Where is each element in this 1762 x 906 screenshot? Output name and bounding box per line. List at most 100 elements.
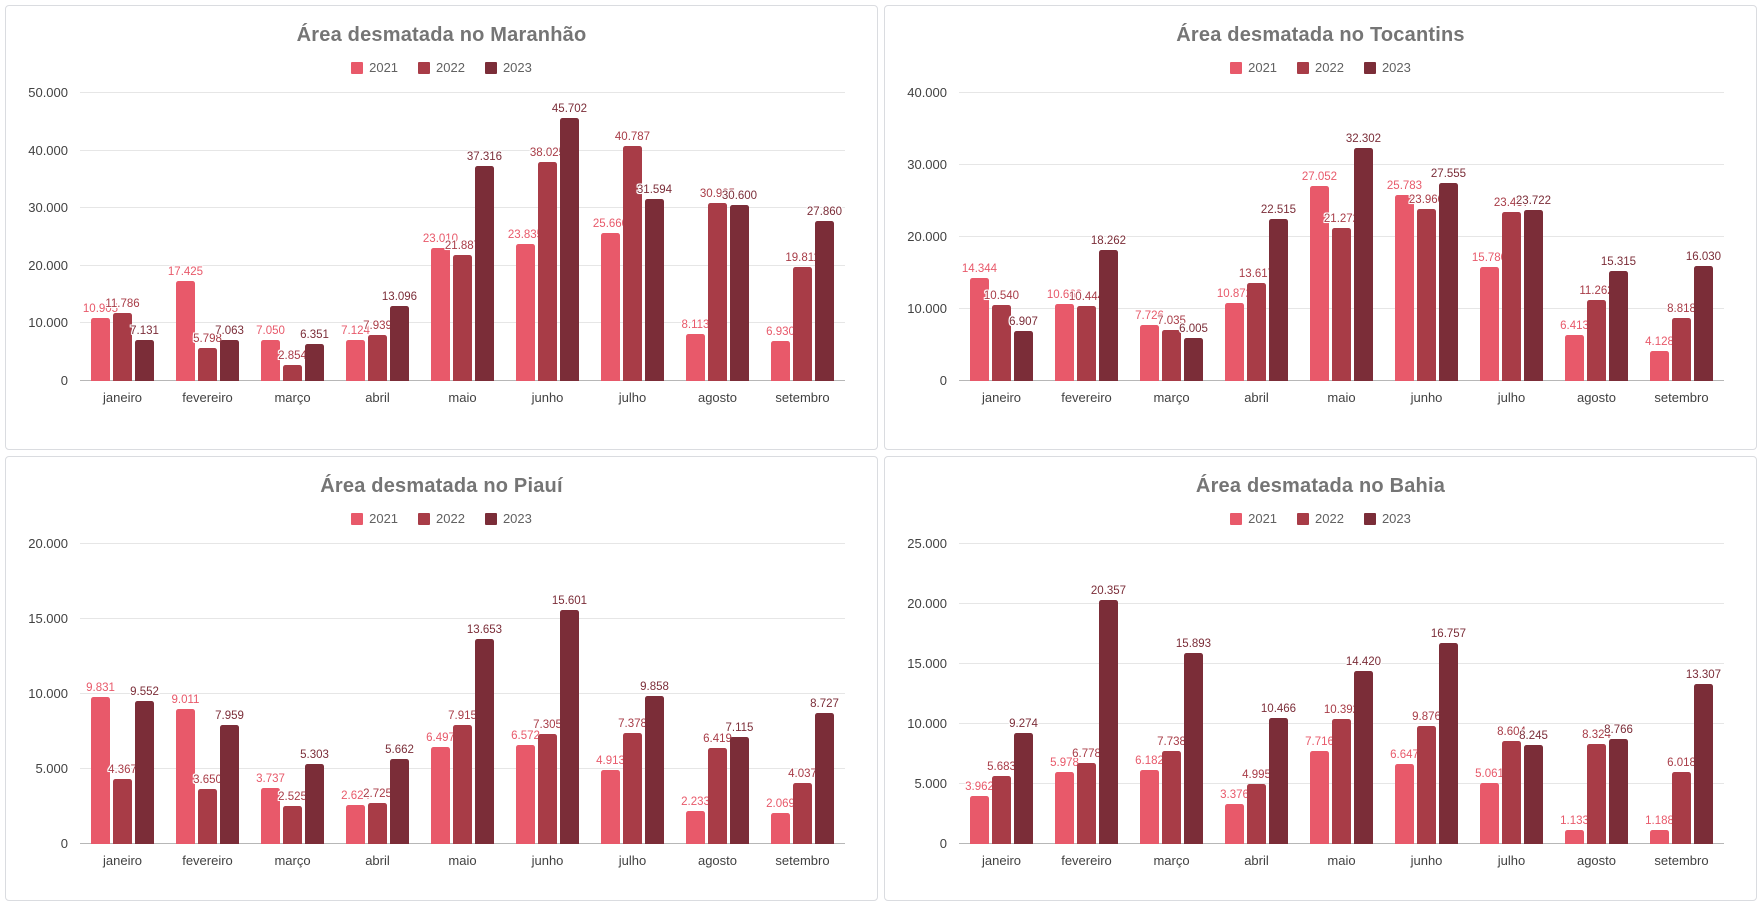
x-axis-labels: janeiro fevereiro março abril maio junho julho… bbox=[80, 853, 845, 868]
bar-label-2023-maio: 14.420 bbox=[1345, 655, 1382, 668]
gridline bbox=[959, 164, 1724, 165]
chart-panel-maranhao: Área desmatada no Maranhão 2021 2022 2023 … bbox=[5, 5, 878, 450]
bar-2023-janeiro: 7.131 bbox=[130, 325, 159, 381]
legend-item-2022: 2022 bbox=[418, 511, 465, 526]
bar-group-maio: 23.010 21.887 37.316 bbox=[420, 93, 505, 381]
chart-body: 0 5.000 10.000 15.000 20.000 9.831 4.367 9.552… bbox=[16, 537, 867, 892]
bar-label-2022-fevereiro: 6.778 bbox=[1072, 747, 1101, 760]
y-tick-label: 40.000 bbox=[907, 85, 947, 100]
chart-title: Área desmatada no Tocantins bbox=[1176, 24, 1465, 46]
bar-2022-setembro: 19.811 bbox=[785, 252, 820, 381]
bar-group-janeiro: 14.344 10.540 6.907 bbox=[959, 93, 1044, 381]
bar-label-2023-janeiro: 7.131 bbox=[130, 324, 159, 337]
chart-legend: 2021 2022 2023 bbox=[16, 511, 867, 526]
chart-title: Área desmatada no Maranhão bbox=[296, 24, 587, 46]
bar-label-2022-setembro: 4.037 bbox=[788, 768, 817, 781]
bar-groups: 3.962 5.683 9.274 5.978 6.778 20.357 6.182 7.73… bbox=[959, 544, 1724, 844]
bar-label-2022-março: 2.525 bbox=[278, 791, 307, 804]
x-tick-label-agosto: agosto bbox=[697, 390, 738, 405]
bar-2022-março: 7.738 bbox=[1157, 736, 1186, 844]
bar-label-2022-agosto: 8.324 bbox=[1582, 729, 1611, 742]
bar-2021-junho: 23.835 bbox=[508, 229, 543, 381]
bar-2023-setembro: 27.860 bbox=[807, 206, 842, 381]
bar-label-2022-junho: 9.876 bbox=[1412, 710, 1441, 723]
bar-label-2022-março: 2.854 bbox=[278, 349, 307, 362]
bar-label-2021-junho: 6.572 bbox=[511, 730, 540, 743]
bar-label-2022-julho: 7.378 bbox=[618, 718, 647, 731]
bar-group-março: 6.182 7.738 15.893 bbox=[1129, 544, 1214, 844]
y-tick-label: 0 bbox=[60, 836, 68, 851]
bar-label-2021-maio: 7.716 bbox=[1305, 736, 1334, 749]
bar-label-2023-abril: 5.662 bbox=[385, 744, 414, 757]
chart-panel-piaui: Área desmatada no Piauí 2021 2022 2023 0 5.… bbox=[5, 456, 878, 901]
bar-label-2021-maio: 6.497 bbox=[426, 731, 455, 744]
plot-area: 3.962 5.683 9.274 5.978 6.778 20.357 6.182 7.73… bbox=[959, 543, 1724, 844]
bar-2021-agosto: 8.113 bbox=[682, 319, 709, 381]
gridline bbox=[959, 603, 1724, 604]
bar-2022-agosto: 8.324 bbox=[1582, 729, 1611, 844]
bar-group-junho: 6.572 7.305 15.601 bbox=[505, 544, 590, 844]
bar-2022-maio: 21.887 bbox=[445, 240, 480, 381]
x-tick-label-fevereiro: fevereiro bbox=[1061, 390, 1112, 405]
legend-swatch-icon bbox=[484, 61, 497, 74]
y-tick-label: 15.000 bbox=[28, 611, 68, 626]
legend-label: 2023 bbox=[502, 60, 532, 75]
bar-2021-agosto: 6.413 bbox=[1560, 320, 1589, 381]
plot-area: 10.905 11.786 7.131 17.425 5.798 7.063 7.050 2.… bbox=[80, 92, 845, 381]
bar-label-2021-abril: 7.124 bbox=[341, 324, 370, 337]
bar-2023-abril: 10.466 bbox=[1261, 703, 1296, 844]
bar-label-2023-setembro: 16.030 bbox=[1685, 250, 1722, 263]
bar-2023-agosto: 7.115 bbox=[726, 722, 753, 844]
bar-2022-março: 2.854 bbox=[278, 350, 307, 381]
bar-2023-abril: 13.096 bbox=[382, 291, 417, 381]
bar-label-2023-abril: 22.515 bbox=[1260, 203, 1297, 216]
bar-label-2021-fevereiro: 9.011 bbox=[171, 693, 200, 706]
bar-2022-abril: 2.725 bbox=[363, 788, 392, 844]
bar-label-2021-setembro: 2.069 bbox=[766, 797, 795, 810]
bar-label-2023-julho: 9.858 bbox=[640, 681, 669, 694]
legend-swatch-icon bbox=[1297, 512, 1310, 525]
bar-label-2023-abril: 13.096 bbox=[381, 290, 418, 303]
y-tick-label: 0 bbox=[939, 836, 947, 851]
bar-label-2023-fevereiro: 20.357 bbox=[1090, 584, 1127, 597]
bar-label-2023-abril: 10.466 bbox=[1260, 703, 1297, 716]
x-tick-label-junho: junho bbox=[1410, 853, 1443, 868]
bar-2022-agosto: 11.262 bbox=[1579, 285, 1614, 381]
bar-group-junho: 25.783 23.960 27.555 bbox=[1384, 93, 1469, 381]
bar-label-2021-fevereiro: 10.663 bbox=[1046, 289, 1083, 302]
bar-groups: 10.905 11.786 7.131 17.425 5.798 7.063 7.050 2.… bbox=[80, 93, 845, 381]
x-tick-label-julho: julho bbox=[1497, 390, 1526, 405]
plot-area: 14.344 10.540 6.907 10.663 10.444 18.262 7.726… bbox=[959, 92, 1724, 381]
bar-label-2021-agosto: 2.233 bbox=[681, 795, 710, 808]
bar-group-julho: 4.913 7.378 9.858 bbox=[590, 544, 675, 844]
bar-label-2023-julho: 8.245 bbox=[1519, 730, 1548, 743]
legend-swatch-icon bbox=[484, 512, 497, 525]
bar-group-abril: 2.624 2.725 5.662 bbox=[335, 544, 420, 844]
bar-2023-fevereiro: 18.262 bbox=[1091, 235, 1126, 381]
chart-body: 0 10.000 20.000 30.000 40.000 14.344 10.540 6.… bbox=[895, 86, 1746, 441]
bar-2021-julho: 4.913 bbox=[596, 755, 625, 844]
bar-label-2022-maio: 7.915 bbox=[448, 710, 477, 723]
bar-label-2022-agosto: 6.419 bbox=[703, 732, 732, 745]
bar-2021-fevereiro: 9.011 bbox=[172, 694, 199, 844]
bar-label-2022-fevereiro: 5.798 bbox=[193, 332, 222, 345]
y-tick-label: 50.000 bbox=[28, 85, 68, 100]
bar-2023-junho: 27.555 bbox=[1431, 168, 1466, 381]
bar-group-abril: 10.872 13.617 22.515 bbox=[1214, 93, 1299, 381]
plot-wrap: 14.344 10.540 6.907 10.663 10.444 18.262 7.726… bbox=[959, 92, 1724, 441]
bar-label-2023-março: 6.005 bbox=[1179, 322, 1208, 335]
legend-item-2023: 2023 bbox=[1363, 60, 1411, 75]
legend-item-2022: 2022 bbox=[1297, 60, 1344, 75]
bar-label-2023-agosto: 30.600 bbox=[721, 189, 758, 202]
y-tick-label: 0 bbox=[939, 373, 947, 388]
x-axis-labels: janeiro fevereiro março abril maio junho julho… bbox=[959, 390, 1724, 405]
bar-group-julho: 15.780 23.437 23.722 bbox=[1469, 93, 1554, 381]
bar-2023-janeiro: 6.907 bbox=[1009, 316, 1038, 381]
bar-2021-março: 7.050 bbox=[256, 325, 285, 381]
x-tick-label-abril: abril bbox=[365, 853, 390, 868]
bar-label-2023-fevereiro: 7.063 bbox=[215, 325, 244, 338]
bar-2021-março: 7.726 bbox=[1135, 310, 1164, 381]
bar-label-2021-maio: 27.052 bbox=[1301, 171, 1338, 184]
bar-label-2022-junho: 7.305 bbox=[533, 719, 562, 732]
bar-2021-janeiro: 14.344 bbox=[962, 263, 997, 381]
